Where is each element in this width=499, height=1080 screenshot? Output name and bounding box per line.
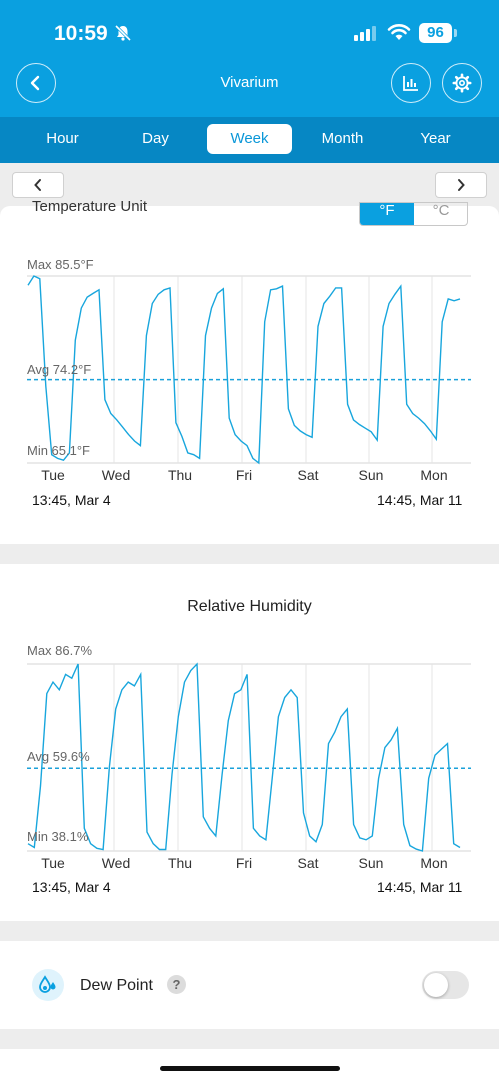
temperature-series-line xyxy=(27,275,461,465)
temperature-max-label: Max 85.5°F xyxy=(27,257,94,272)
tab-hour[interactable]: Hour xyxy=(46,130,79,147)
x-tick-label: Mon xyxy=(420,855,447,871)
temperature-avg-label: Avg 74.2°F xyxy=(27,362,91,377)
x-tick-label: Sat xyxy=(297,467,318,483)
x-tick-label: Wed xyxy=(102,855,131,871)
temperature-unit-toggle[interactable]: °F °C xyxy=(359,202,468,226)
temperature-end-time: 14:45, Mar 11 xyxy=(377,492,463,508)
next-period-button[interactable] xyxy=(435,172,487,198)
x-tick-label: Tue xyxy=(41,467,65,483)
dew-point-label: Dew Point xyxy=(80,977,153,994)
humidity-start-time: 13:45, Mar 4 xyxy=(32,879,111,895)
dew-point-icon xyxy=(32,969,64,1001)
x-tick-label: Wed xyxy=(102,467,131,483)
chevron-left-icon xyxy=(34,179,41,191)
humidity-avg-label: Avg 59.6% xyxy=(27,749,90,764)
x-tick-label: Fri xyxy=(236,467,252,483)
toggle-knob xyxy=(424,973,448,997)
dew-point-toggle[interactable] xyxy=(422,971,469,999)
home-indicator xyxy=(160,1066,340,1071)
humidity-end-time: 14:45, Mar 11 xyxy=(377,879,463,895)
dew-point-card: Dew Point ? xyxy=(0,941,499,1029)
x-tick-label: Sun xyxy=(359,467,384,483)
x-tick-label: Mon xyxy=(420,467,447,483)
humidity-min-label: Min 38.1% xyxy=(27,829,89,844)
humidity-card: Relative Humidity Max 86.7% Avg 59.6% Mi… xyxy=(0,564,499,921)
tab-year[interactable]: Year xyxy=(420,130,451,147)
x-tick-label: Sun xyxy=(359,855,384,871)
humidity-max-label: Max 86.7% xyxy=(27,643,92,658)
temperature-min-label: Min 65.1°F xyxy=(27,443,90,458)
nav-bar: Vivarium xyxy=(0,63,499,118)
x-tick-label: Tue xyxy=(41,855,65,871)
humidity-chart-title: Relative Humidity xyxy=(187,598,312,615)
tab-month[interactable]: Month xyxy=(321,130,364,147)
page-title: Vivarium xyxy=(220,74,279,91)
temperature-card: Temperature Unit °F °C Max 85.5°F Avg 74… xyxy=(0,198,499,544)
wifi-icon xyxy=(387,22,411,47)
x-tick-label: Sat xyxy=(297,855,318,871)
chevron-right-icon xyxy=(458,179,465,191)
x-tick-label: Thu xyxy=(168,467,192,483)
x-tick-label: Thu xyxy=(168,855,192,871)
battery-icon xyxy=(454,29,457,37)
chevron-left-icon xyxy=(30,75,40,91)
bell-off-icon xyxy=(114,24,132,47)
tab-day[interactable]: Day xyxy=(142,130,169,147)
gear-icon xyxy=(452,73,472,93)
status-time: 10:59 xyxy=(54,22,108,45)
status-bar: 10:59 96 xyxy=(0,0,499,66)
x-tick-label: Fri xyxy=(236,855,252,871)
help-icon[interactable]: ? xyxy=(167,975,186,994)
chart-button[interactable] xyxy=(391,63,431,103)
bar-chart-icon xyxy=(403,76,418,91)
unit-celsius-option[interactable]: °C xyxy=(432,202,450,219)
temperature-start-time: 13:45, Mar 4 xyxy=(32,492,111,508)
next-card xyxy=(0,1049,499,1080)
cellular-signal-icon xyxy=(354,26,376,41)
humidity-chart: Max 86.7% Avg 59.6% Min 38.1% Tue Wed Thu F… xyxy=(27,643,471,871)
unit-fahrenheit-option[interactable]: °F xyxy=(360,203,414,225)
back-button[interactable] xyxy=(16,63,56,103)
settings-button[interactable] xyxy=(442,63,482,103)
temperature-unit-label: Temperature Unit xyxy=(32,198,148,215)
range-tab-bar: Hour Day Week Month Year xyxy=(0,117,499,163)
humidity-series-line xyxy=(27,662,461,852)
tab-week[interactable]: Week xyxy=(207,124,292,154)
previous-period-button[interactable] xyxy=(12,172,64,198)
battery-level: 96 xyxy=(419,23,452,43)
temperature-chart: Max 85.5°F Avg 74.2°F Min 65.1°F Tue Wed T… xyxy=(27,257,471,483)
